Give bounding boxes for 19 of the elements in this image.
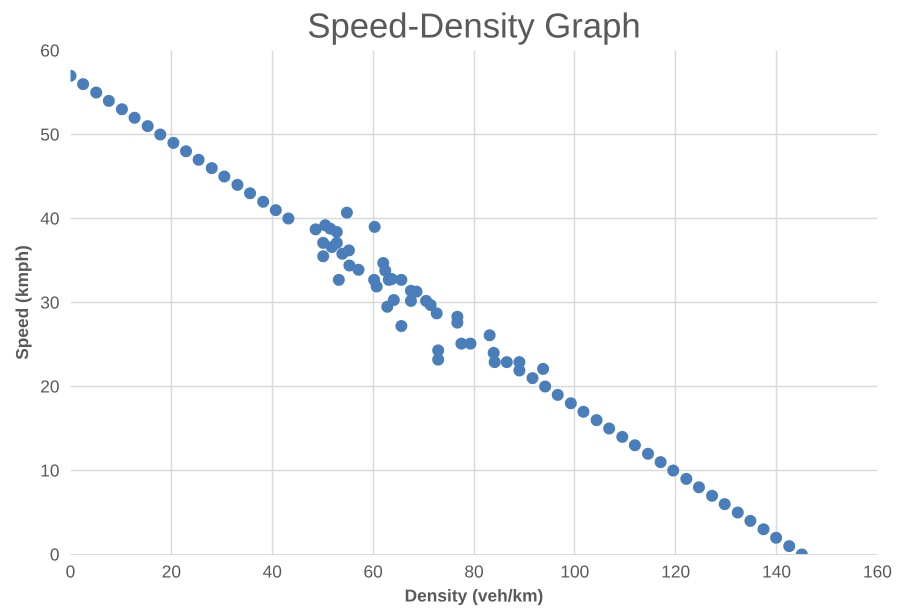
- x-tick-label: 120: [661, 562, 690, 582]
- x-tick-label: 60: [363, 562, 383, 582]
- chart-title: Speed-Density Graph: [307, 8, 641, 46]
- x-tick-label: 140: [762, 562, 792, 582]
- y-tick-label: 50: [40, 124, 60, 144]
- x-tick-label: 40: [262, 562, 282, 582]
- x-tick-label: 20: [162, 562, 182, 582]
- y-tick-label: 60: [40, 40, 60, 60]
- x-axis-title: Density (veh/km): [404, 586, 544, 606]
- x-tick-label: 80: [464, 562, 484, 582]
- x-tick-label: 0: [66, 562, 76, 582]
- x-tick-label: 160: [863, 562, 892, 582]
- y-axis-title: Speed (kmph): [12, 245, 32, 360]
- y-tick-label: 10: [40, 460, 60, 480]
- y-tick-label: 0: [50, 544, 60, 564]
- y-tick-label: 40: [40, 208, 60, 228]
- x-tick-label: 100: [560, 562, 590, 582]
- y-tick-label: 30: [40, 292, 60, 312]
- y-tick-label: 20: [40, 376, 60, 396]
